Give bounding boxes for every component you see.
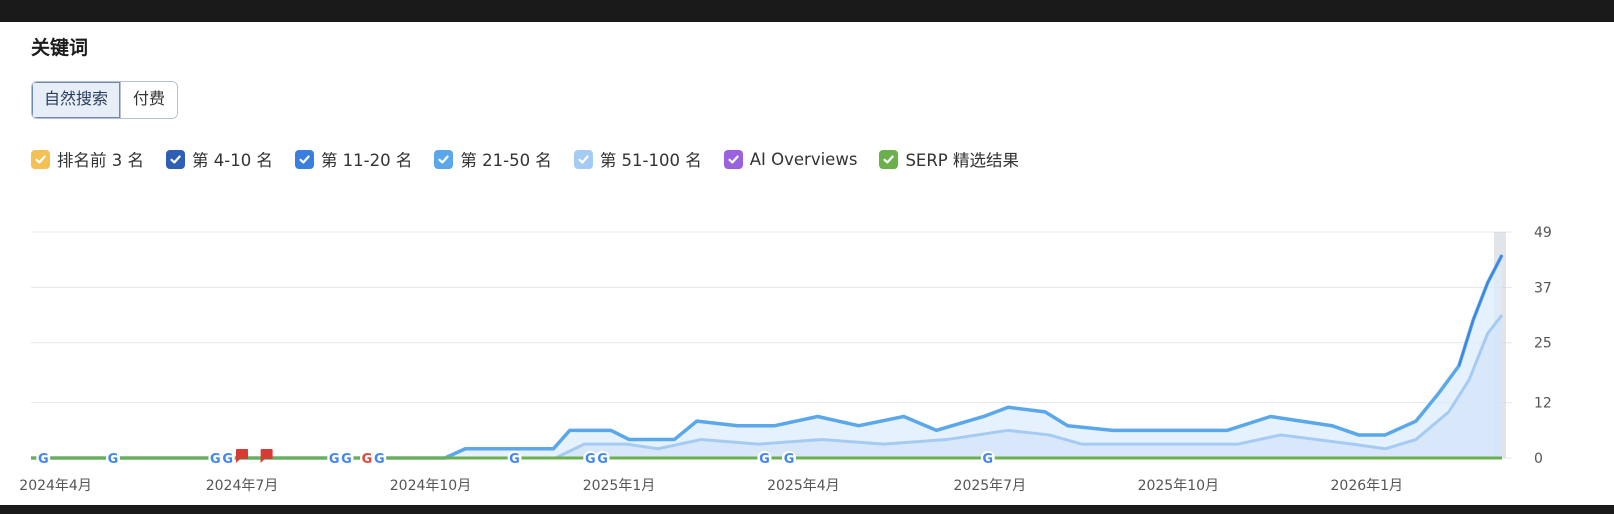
y-tick-label: 0 (1534, 451, 1543, 467)
legend-label: 排名前 3 名 (57, 151, 144, 170)
x-tick-label: 2025年7月 (954, 478, 1027, 494)
google-update-icon (339, 451, 354, 465)
checkbox-checked-icon[interactable] (294, 149, 314, 169)
tab-paid[interactable]: 付费 (120, 82, 178, 118)
legend-label: 第 21-50 名 (460, 151, 552, 170)
legend-item-ai-overviews[interactable]: AI Overviews (723, 149, 858, 169)
checkbox-checked-icon[interactable] (723, 149, 743, 169)
google-update-icon-letter: G (597, 452, 608, 467)
google-update-icon-letter: G (222, 452, 233, 467)
legend-label: SERP 精选结果 (905, 151, 1019, 170)
google-update-icon (583, 451, 598, 465)
line-51-100 (31, 314, 1504, 460)
x-tick-label: 2025年10月 (1138, 478, 1219, 494)
chart-legend: 排名前 3 名 第 4-10 名 第 11-20 名 第 21-50 名 第 5… (31, 147, 1041, 171)
google-update-icon-letter: G (374, 452, 385, 467)
keywords-panel: 关键词 自然搜索 付费 排名前 3 名 第 4-10 名 第 11-20 名 第… (0, 22, 1614, 505)
checkbox-checked-icon[interactable] (434, 149, 454, 169)
flag-marker (236, 449, 249, 459)
google-update-icon-letter: G (210, 452, 221, 467)
y-tick-label: 12 (1534, 396, 1552, 412)
google-update-icon-letter: G (329, 452, 340, 467)
flag-marker-tail (236, 459, 241, 463)
google-update-icon-letter: G (38, 452, 49, 467)
google-update-icon (327, 451, 342, 465)
checkbox-checked-icon[interactable] (573, 149, 593, 169)
google-update-icon-letter: G (982, 452, 993, 467)
x-tick-label: 2025年4月 (767, 478, 840, 494)
x-tick-label: 2024年7月 (206, 478, 279, 494)
google-update-icon (507, 451, 522, 465)
bottom-edge (0, 505, 1614, 514)
x-tick-label: 2026年1月 (1331, 478, 1404, 494)
google-update-icon-letter: G (341, 452, 352, 467)
google-update-icon (595, 451, 610, 465)
google-update-icon (105, 451, 120, 465)
y-tick-label: 25 (1534, 336, 1552, 352)
legend-item-11-20[interactable]: 第 11-20 名 (294, 147, 413, 171)
google-update-icon (782, 451, 797, 465)
legend-label: 第 11-20 名 (320, 151, 413, 170)
legend-label: 第 4-10 名 (192, 151, 273, 170)
checkbox-checked-icon[interactable] (166, 149, 185, 169)
panel-title: 关键词 (31, 37, 89, 59)
checkbox-checked-icon[interactable] (879, 149, 899, 169)
google-update-icon (36, 451, 51, 465)
legend-item-4-10[interactable]: 第 4-10 名 (166, 147, 273, 171)
y-tick-label: 37 (1534, 280, 1552, 296)
google-update-icon (220, 451, 235, 465)
google-update-icon (359, 451, 374, 465)
google-update-icon-letter: G (759, 452, 770, 467)
google-update-icon-letter: G (784, 452, 795, 467)
search-type-toggle: 自然搜索 付费 (31, 81, 179, 119)
line-21-50 (31, 254, 1504, 460)
legend-item-21-50[interactable]: 第 21-50 名 (434, 147, 552, 171)
legend-label: 第 51-100 名 (599, 151, 702, 170)
keyword-trend-chart: 0 12 25 37 49 2024年4月 2024年7月 2024年10月 2025年1月 20… (19, 225, 1552, 494)
google-update-icon (757, 451, 772, 465)
area-21-50 (31, 255, 1502, 458)
flag-marker-tail (260, 459, 265, 463)
checkbox-checked-icon[interactable] (31, 149, 50, 169)
tab-organic[interactable]: 自然搜索 (32, 82, 121, 118)
x-tick-label: 2024年4月 (19, 478, 92, 494)
legend-item-serp-features[interactable]: SERP 精选结果 (879, 147, 1019, 171)
legend-label: AI Overviews (749, 149, 858, 169)
y-tick-label: 49 (1534, 225, 1552, 241)
legend-item-51-100[interactable]: 第 51-100 名 (573, 147, 702, 171)
google-update-icon (372, 451, 387, 465)
google-update-icon-letter: G (585, 452, 596, 467)
google-update-icon-letter: G (108, 452, 119, 467)
line-11-20 (1458, 254, 1503, 367)
google-update-icon (208, 451, 223, 465)
flag-marker (260, 449, 273, 459)
google-update-icon (980, 451, 995, 465)
google-update-icon-letter: G (362, 452, 373, 467)
x-tick-label: 2024年10月 (390, 478, 471, 494)
x-tick-label: 2025年1月 (583, 478, 656, 494)
legend-item-top3[interactable]: 排名前 3 名 (31, 147, 144, 171)
google-update-icon-letter: G (509, 452, 520, 467)
